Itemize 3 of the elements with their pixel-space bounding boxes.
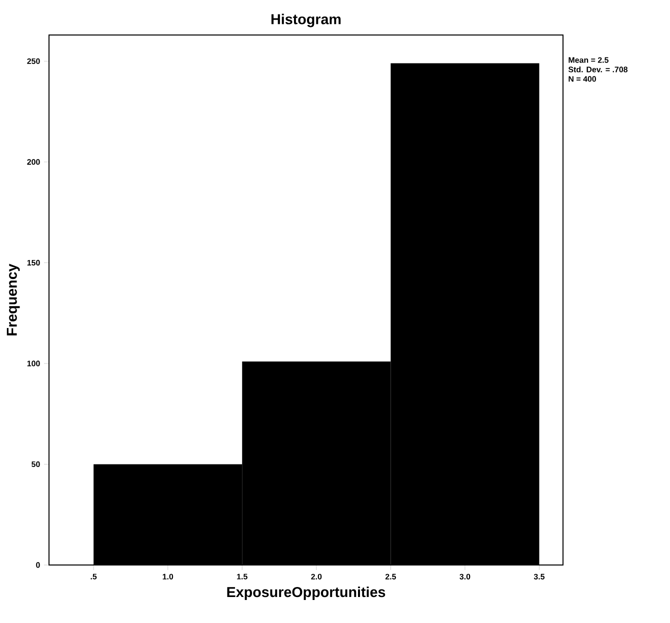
- x-axis-title: ExposureOpportunities: [227, 586, 386, 600]
- y-axis-title: Frequency: [6, 264, 20, 336]
- chart-title: Histogram: [271, 14, 341, 28]
